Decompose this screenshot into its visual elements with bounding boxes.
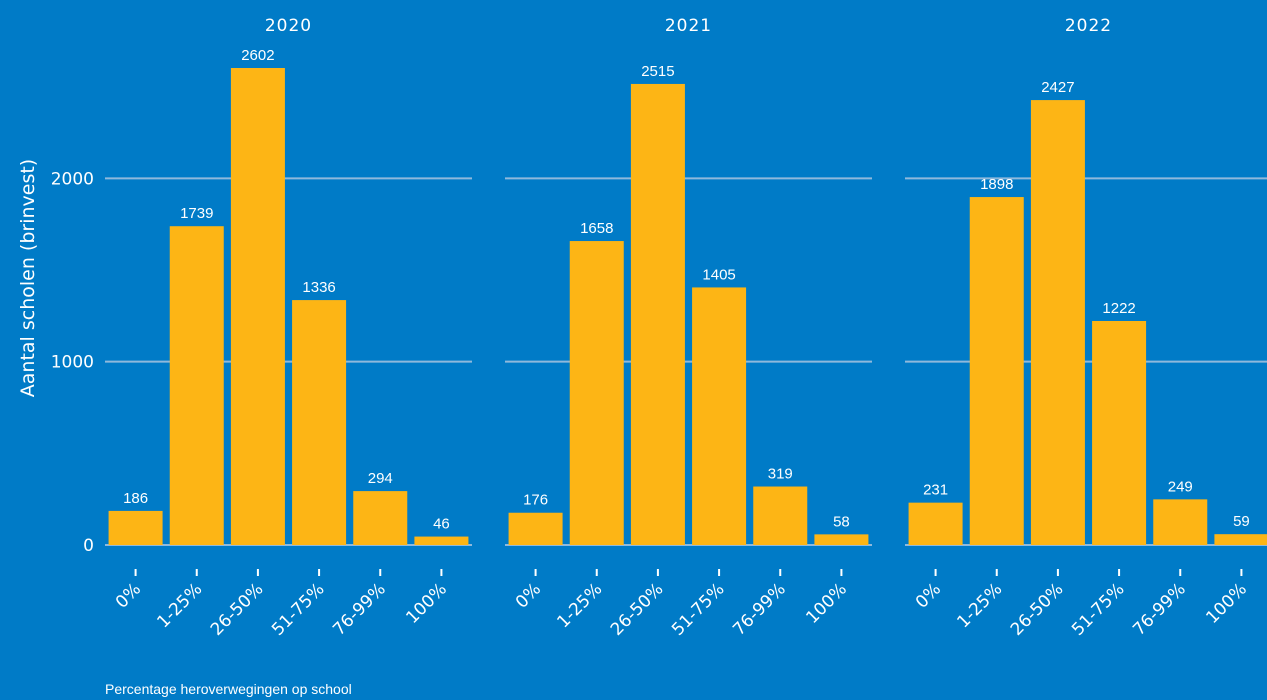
bar <box>753 486 808 545</box>
data-label: 231 <box>923 482 948 499</box>
y-axis-label: Aantal scholen (brinvest) <box>17 159 39 397</box>
x-tick-label: 100% <box>1202 579 1251 628</box>
bar <box>292 300 347 545</box>
x-tick-label: 1-25% <box>953 579 1006 632</box>
data-label: 249 <box>1168 478 1193 495</box>
bar <box>169 226 224 545</box>
bar <box>908 502 963 545</box>
x-tick-label: 76-99% <box>729 579 790 640</box>
x-tick-label: 51-75% <box>268 579 329 640</box>
x-tick-label: 1-25% <box>553 579 606 632</box>
bar <box>814 534 869 545</box>
facet-panel: 2021 176 0% 1658 1-25% 2515 26-50% 1405 51-75% 31… <box>505 16 872 640</box>
data-label: 176 <box>523 492 548 509</box>
x-tick-label: 76-99% <box>329 579 390 640</box>
data-label: 2427 <box>1041 79 1074 96</box>
x-tick-label: 51-75% <box>668 579 729 640</box>
bar <box>692 287 747 545</box>
bar <box>569 241 624 546</box>
bar <box>969 197 1024 545</box>
bar <box>1214 534 1267 545</box>
bar <box>353 491 408 545</box>
data-label: 1658 <box>580 220 613 237</box>
y-tick-label: 1000 <box>51 353 94 373</box>
y-tick-label: 2000 <box>51 169 94 189</box>
x-tick-label: 0% <box>512 579 545 612</box>
bar <box>630 83 685 545</box>
data-label: 2515 <box>641 63 674 80</box>
facet-panel: 2020 186 0% 1739 1-25% 2602 26-50% 1336 51-75% 29… <box>105 16 472 640</box>
x-tick-label: 1-25% <box>153 579 206 632</box>
bar <box>230 68 285 545</box>
facet-panel: 2022 231 0% 1898 1-25% 2427 26-50% 1222 51-75% 24… <box>905 16 1267 640</box>
chart-caption: Percentage heroverwegingen op school <box>105 681 352 697</box>
data-label: 58 <box>833 513 850 530</box>
data-label: 186 <box>123 490 148 507</box>
y-tick-label: 0 <box>83 536 94 556</box>
bar <box>508 512 563 545</box>
bar <box>108 510 163 545</box>
x-tick-label: 0% <box>112 579 145 612</box>
facet-title: 2022 <box>1065 16 1112 36</box>
bar <box>1092 320 1147 545</box>
data-label: 294 <box>368 470 393 487</box>
data-label: 2602 <box>241 47 274 64</box>
x-tick-label: 26-50% <box>207 579 268 640</box>
x-tick-label: 26-50% <box>1007 579 1068 640</box>
data-label: 59 <box>1233 513 1250 530</box>
data-label: 1222 <box>1102 300 1135 317</box>
x-tick-label: 100% <box>802 579 851 628</box>
data-label: 319 <box>768 466 793 483</box>
data-label: 1739 <box>180 205 213 222</box>
data-label: 1405 <box>702 266 735 283</box>
data-label: 1898 <box>980 176 1013 193</box>
x-tick-label: 0% <box>912 579 945 612</box>
x-tick-label: 26-50% <box>607 579 668 640</box>
bar <box>414 536 469 545</box>
data-label: 1336 <box>302 279 335 296</box>
facet-title: 2021 <box>665 16 712 36</box>
x-tick-label: 100% <box>402 579 451 628</box>
x-tick-label: 76-99% <box>1129 579 1190 640</box>
bar <box>1030 100 1085 546</box>
bar <box>1153 499 1208 545</box>
facet-title: 2020 <box>265 16 312 36</box>
data-label: 46 <box>433 516 450 533</box>
x-tick-label: 51-75% <box>1068 579 1129 640</box>
